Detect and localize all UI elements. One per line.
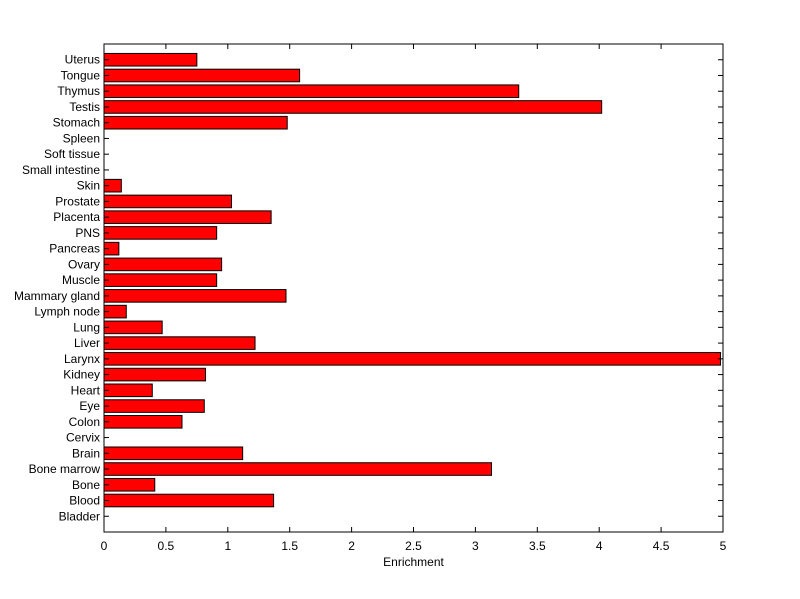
bar-pns <box>103 226 218 240</box>
x-tick-label: 1.5 <box>281 539 298 553</box>
y-tick-label: Brain <box>72 446 100 460</box>
y-tick-label: Placenta <box>53 210 100 224</box>
y-tick-label: Kidney <box>63 368 100 382</box>
y-tick-label: Heart <box>71 383 101 397</box>
y-tick-label: Testis <box>69 100 100 114</box>
bar-placenta <box>103 210 272 224</box>
bar-bone <box>103 477 156 492</box>
bar-thymus <box>103 84 520 99</box>
bar-brain <box>103 446 244 461</box>
y-tick-label: Thymus <box>57 84 100 98</box>
y-tick-label: Mammary gland <box>14 289 100 303</box>
y-tick-label: Soft tissue <box>44 147 100 161</box>
x-tick-label: 0 <box>101 539 108 553</box>
bar-testis <box>103 100 603 114</box>
y-tick-label: Small intestine <box>22 163 100 177</box>
bar-mammary-gland <box>103 289 287 303</box>
y-tick-label: Ovary <box>68 257 100 271</box>
y-tick-label: Muscle <box>62 273 100 287</box>
y-tick-label: Spleen <box>63 131 100 145</box>
x-tick-label: 2.5 <box>405 539 422 553</box>
x-tick-label: 1 <box>224 539 231 553</box>
x-tick-label: 3 <box>472 539 479 553</box>
x-tick-label: 0.5 <box>158 539 175 553</box>
y-tick-label: Skin <box>77 179 100 193</box>
y-tick-label: Stomach <box>53 116 100 130</box>
x-tick-label: 5 <box>720 539 727 553</box>
y-tick-label: Pancreas <box>49 242 100 256</box>
y-tick-label: Bone marrow <box>29 462 101 476</box>
y-tick-label: Bladder <box>59 509 100 523</box>
x-tick-label: 4.5 <box>653 539 670 553</box>
bar-colon <box>103 415 183 429</box>
x-tick-label: 3.5 <box>529 539 546 553</box>
bar-heart <box>103 383 153 398</box>
y-tick-label: Blood <box>69 494 100 508</box>
x-tick-label: 4 <box>596 539 603 553</box>
y-tick-label: Bone <box>72 478 100 492</box>
y-tick-label: Colon <box>69 415 100 429</box>
y-tick-label: PNS <box>75 226 100 240</box>
y-tick-label: Larynx <box>64 352 100 366</box>
y-tick-label: Cervix <box>66 431 100 445</box>
bar-prostate <box>103 194 233 209</box>
bar-stomach <box>103 115 288 130</box>
bar-uterus <box>103 52 198 67</box>
y-tick-label: Uterus <box>65 53 100 67</box>
y-tick-label: Prostate <box>55 194 100 208</box>
bar-blood <box>103 493 275 508</box>
x-axis-label: Enrichment <box>383 555 444 569</box>
bar-ovary <box>103 257 223 272</box>
y-tick-label: Eye <box>79 399 100 413</box>
bars-group <box>103 52 722 508</box>
bar-liver <box>103 336 256 350</box>
bar-eye <box>103 399 205 413</box>
bar-muscle <box>103 273 218 287</box>
y-tick-label: Tongue <box>61 68 101 82</box>
x-tick-label: 2 <box>348 539 355 553</box>
bar-bone-marrow <box>103 462 492 476</box>
bar-larynx <box>103 352 722 366</box>
bar-kidney <box>103 367 207 382</box>
bar-tongue <box>103 68 301 83</box>
axes-frame <box>103 43 724 533</box>
bar-lung <box>103 320 163 335</box>
y-tick-label: Liver <box>74 336 100 350</box>
y-tick-label: Lymph node <box>34 305 100 319</box>
y-tick-label: Lung <box>73 320 100 334</box>
